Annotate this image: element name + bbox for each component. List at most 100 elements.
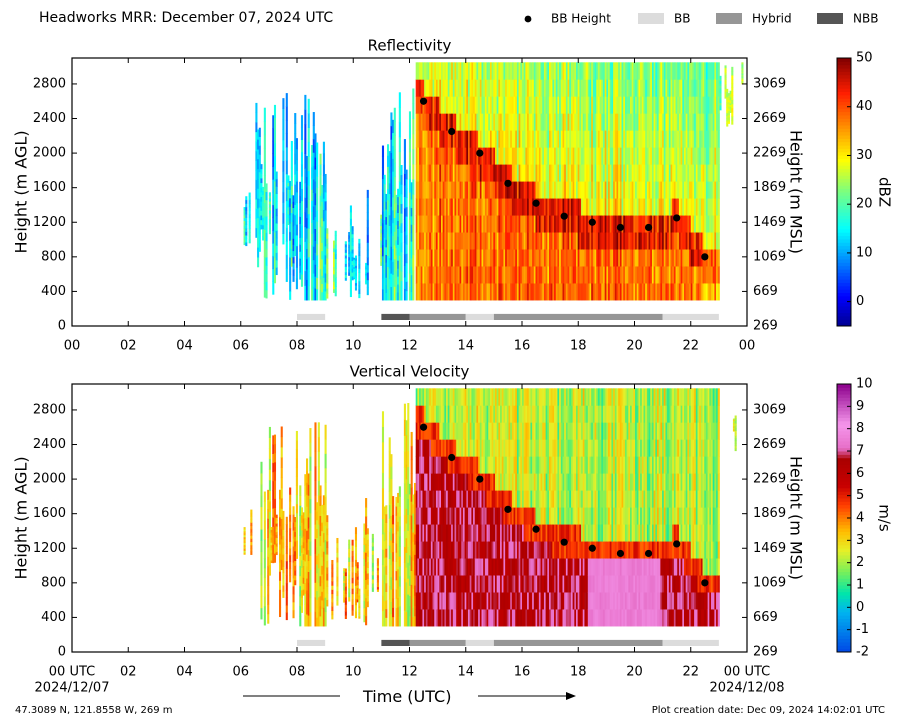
bb-height-point: [532, 199, 540, 207]
bb-type-segment: [409, 639, 466, 646]
y-tick-label: 0: [58, 645, 66, 660]
y-axis-label: Height (m AGL): [12, 130, 31, 253]
y-tick-label: 2400: [33, 111, 66, 126]
x-tick-label: 08: [289, 665, 306, 680]
colorbar-tick-label: 40: [856, 99, 873, 114]
y-right-tick-label: 1869: [753, 180, 786, 195]
figure-title: Headworks MRR: December 07, 2024 UTC: [39, 10, 334, 26]
colorbar-tick-label: 2: [856, 555, 864, 570]
colorbar: -2 -1 0 1 2 3 4 5 6 7 8 9 10 m/s: [836, 377, 894, 660]
x-tick-label: 04: [176, 665, 193, 680]
y-tick-label: 1200: [33, 541, 66, 556]
y-tick-label: 800: [41, 575, 66, 590]
colorbar-tick-label: 6: [856, 466, 864, 481]
bb-height-point: [419, 423, 428, 431]
bb-type-segment: [465, 639, 494, 646]
heatmap-field: [243, 62, 744, 301]
x-subtick-label: 2024/12/07: [35, 681, 110, 696]
legend-item-bb: BB: [638, 12, 690, 26]
bb-height-point: [476, 475, 484, 483]
arrow-head-icon: [566, 692, 576, 700]
y-tick-label: 2000: [33, 146, 66, 161]
colorbar-tick-label: 4: [856, 511, 864, 526]
x-tick-label: 02: [120, 665, 137, 680]
y-right-tick-label: 1869: [753, 506, 786, 521]
x-tick-label: 06: [232, 339, 249, 354]
colorbar-tick-label: 20: [856, 197, 873, 212]
bb-height-point: [701, 579, 709, 587]
y-right-tick-label: 2669: [753, 437, 786, 452]
bb-type-segment: [662, 639, 719, 646]
header-legend: BB Height BB Hybrid NBB: [524, 12, 878, 26]
colorbar-frame: [836, 57, 852, 327]
y-right-tick-label: 1469: [753, 215, 786, 230]
y-right-tick-label: 1469: [753, 541, 786, 556]
legend-dot-icon: [524, 15, 532, 23]
y-axis-label-right: Height (m MSL): [787, 456, 806, 580]
bb-height-point: [673, 214, 681, 222]
x-tick-label: 20: [626, 339, 643, 354]
bb-type-segment: [493, 313, 663, 320]
bb-height-point: [448, 127, 456, 136]
y-tick-label: 2000: [33, 472, 66, 487]
bb-type-segment: [493, 639, 663, 646]
x-tick-label: 16: [514, 339, 531, 354]
x-tick-label: 10: [345, 339, 362, 354]
x-tick-label: 22: [682, 665, 699, 680]
x-tick-label: 10: [345, 665, 362, 680]
x-tick-label: 06: [232, 665, 249, 680]
colorbar-tick-label: 9: [856, 399, 864, 414]
x-tick-label: 12: [401, 339, 418, 354]
x-subtick-label: 2024/12/08: [710, 681, 785, 696]
bb-type-segment: [662, 313, 719, 320]
panel-title: Reflectivity: [368, 37, 452, 55]
legend-swatch: [716, 13, 742, 24]
x-tick-label: 14: [457, 339, 474, 354]
y-tick-label: 1200: [33, 215, 66, 230]
bb-height-point: [644, 549, 653, 558]
y-tick-label: 2800: [33, 76, 66, 91]
colorbar-label: dBZ: [876, 177, 894, 207]
x-tick-label: 20: [626, 665, 643, 680]
x-tick-label: 12: [401, 665, 418, 680]
legend-item-hybrid: Hybrid: [716, 12, 792, 26]
y-right-tick-label: 3069: [753, 402, 786, 417]
y-right-tick-label: 269: [753, 645, 778, 660]
bb-height-point: [504, 179, 512, 187]
colorbar-tick-label: 10: [856, 245, 873, 260]
y-tick-label: 2400: [33, 437, 66, 452]
colorbar-tick-label: 0: [856, 294, 864, 309]
y-right-tick-label: 2269: [753, 472, 786, 487]
y-right-tick-label: 1069: [753, 249, 786, 264]
heatmap-field: [243, 388, 737, 627]
colorbar-tick-label: 3: [856, 533, 864, 548]
colorbar-tick-label: -2: [856, 645, 869, 660]
y-right-tick-label: 669: [753, 284, 778, 299]
x-tick-label: 00 UTC: [49, 665, 95, 680]
bb-height-point: [673, 540, 681, 548]
colorbar-tick-label: 7: [856, 444, 864, 459]
bb-height-point: [616, 223, 625, 232]
x-tick-label: 00: [64, 339, 81, 354]
colorbar-tick-label: 5: [856, 488, 864, 503]
x-tick-label: 02: [120, 339, 137, 354]
legend-label: Hybrid: [752, 12, 792, 26]
bb-type-segment: [465, 313, 494, 320]
x-tick-label: 18: [570, 339, 587, 354]
legend-label: BB Height: [551, 12, 611, 26]
x-tick-label: 00 UTC: [724, 665, 770, 680]
bb-type-segment: [297, 639, 326, 646]
bb-height-point: [448, 453, 456, 462]
legend-item-nbb: NBB: [817, 12, 878, 26]
x-tick-label: 22: [682, 339, 699, 354]
x-tick-label: 18: [570, 665, 587, 680]
bb-height-point: [701, 253, 709, 261]
bb-height-point: [616, 549, 625, 558]
x-tick-label: 14: [457, 665, 474, 680]
colorbar-tick-label: 10: [856, 377, 873, 392]
y-right-tick-label: 3069: [753, 76, 786, 91]
y-right-tick-label: 269: [753, 319, 778, 334]
y-right-tick-label: 669: [753, 610, 778, 625]
bb-height-point: [419, 97, 428, 105]
y-right-tick-label: 2269: [753, 146, 786, 161]
